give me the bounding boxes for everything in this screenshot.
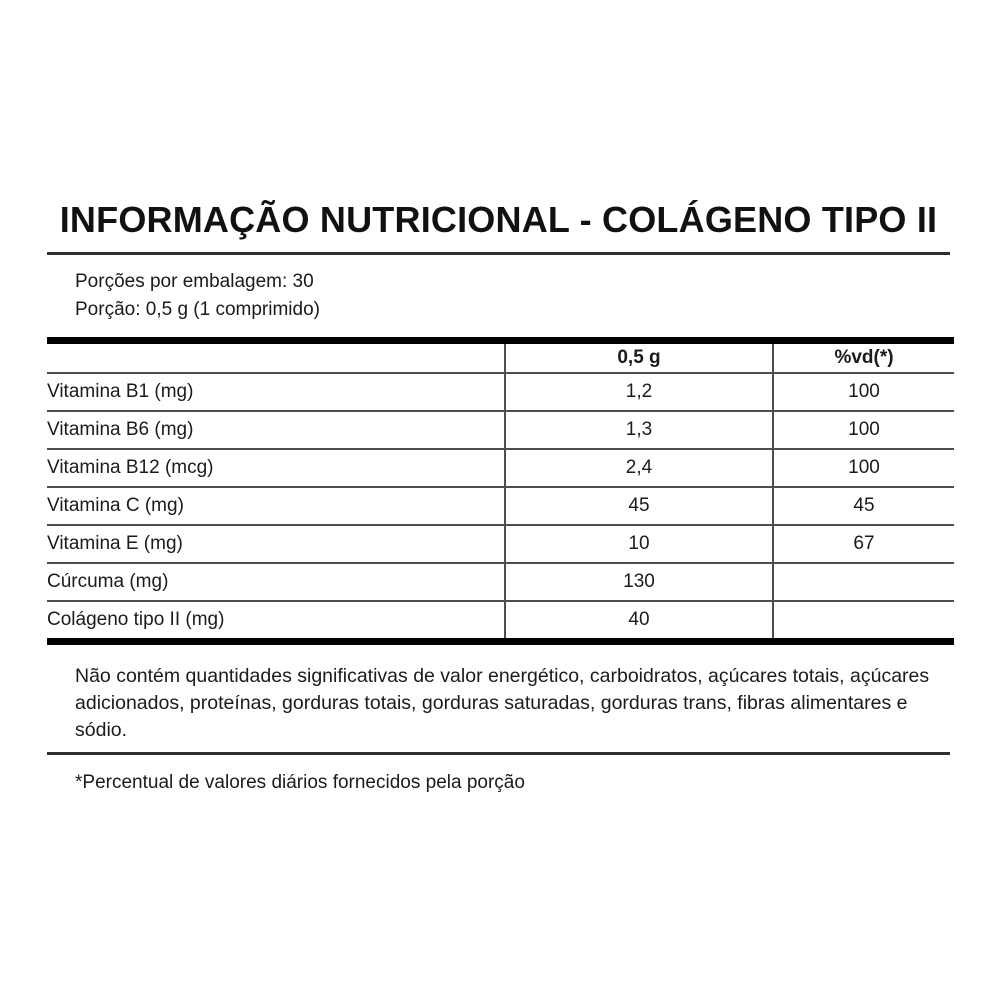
cell-amount: 45 [504, 487, 773, 527]
cell-label: Vitamina B6 (mg) [47, 411, 505, 451]
col-header-amount: 0,5 g [504, 340, 773, 375]
cell-dv [772, 563, 954, 603]
table-row: Vitamina E (mg) 10 67 [47, 525, 954, 565]
cell-amount: 1,2 [504, 373, 773, 413]
cell-amount: 2,4 [504, 449, 773, 489]
nutrition-table: 0,5 g %vd(*) Vitamina B1 (mg) 1,2 100 Vitam… [47, 337, 954, 646]
cell-dv: 100 [772, 373, 954, 413]
table-row: Vitamina B12 (mcg) 2,4 100 [47, 449, 954, 489]
serving-size: Porção: 0,5 g (1 comprimido) [75, 299, 320, 321]
table-row: Vitamina B6 (mg) 1,3 100 [47, 411, 954, 451]
cell-label: Vitamina B1 (mg) [47, 373, 505, 413]
page-title: INFORMAÇÃO NUTRICIONAL - COLÁGENO TIPO I… [59, 199, 938, 240]
footnote-divider [47, 752, 950, 756]
cell-dv: 67 [772, 525, 954, 565]
cell-dv: 100 [772, 411, 954, 451]
cell-label: Colágeno tipo II (mg) [47, 609, 225, 631]
cell-amount: 10 [504, 525, 773, 565]
table-row: Vitamina B1 (mg) 1,2 100 [47, 373, 954, 413]
col-header-daily-value: %vd(*) [772, 340, 954, 375]
col-header-nutrient [47, 340, 505, 375]
nutrition-table-body: Vitamina B1 (mg) 1,2 100 Vitamina B6 (mg) 1,… [47, 373, 954, 642]
title-divider [47, 252, 950, 256]
table-row: Vitamina C (mg) 45 45 [47, 487, 954, 527]
cell-dv [772, 601, 954, 642]
cell-amount: 1,3 [504, 411, 773, 451]
no-significant-amounts-note: Não contém quantidades significativas de… [75, 665, 930, 742]
cell-dv: 100 [772, 449, 954, 489]
header-row: 0,5 g %vd(*) [47, 340, 954, 375]
cell-label: Cúrcuma (mg) [47, 563, 505, 603]
servings-per-package: Porções por embalagem: 30 [75, 271, 314, 293]
nutrition-table-header: 0,5 g %vd(*) [47, 340, 954, 375]
table-row: Colágeno tipo II (mg) 40 [47, 601, 954, 642]
table-row: Cúrcuma (mg) 130 [47, 563, 954, 603]
cell-amount: 130 [504, 563, 773, 603]
cell-dv: 45 [772, 487, 954, 527]
cell-amount: 40 [504, 601, 773, 642]
cell-label: Vitamina B12 (mcg) [47, 449, 505, 489]
cell-label: Vitamina E (mg) [47, 525, 505, 565]
serving-info: Porções por embalagem: 30 Porção: 0,5 g … [47, 268, 950, 324]
daily-value-footnote: *Percentual de valores diários fornecido… [75, 772, 525, 794]
cell-label: Vitamina C (mg) [47, 487, 505, 527]
